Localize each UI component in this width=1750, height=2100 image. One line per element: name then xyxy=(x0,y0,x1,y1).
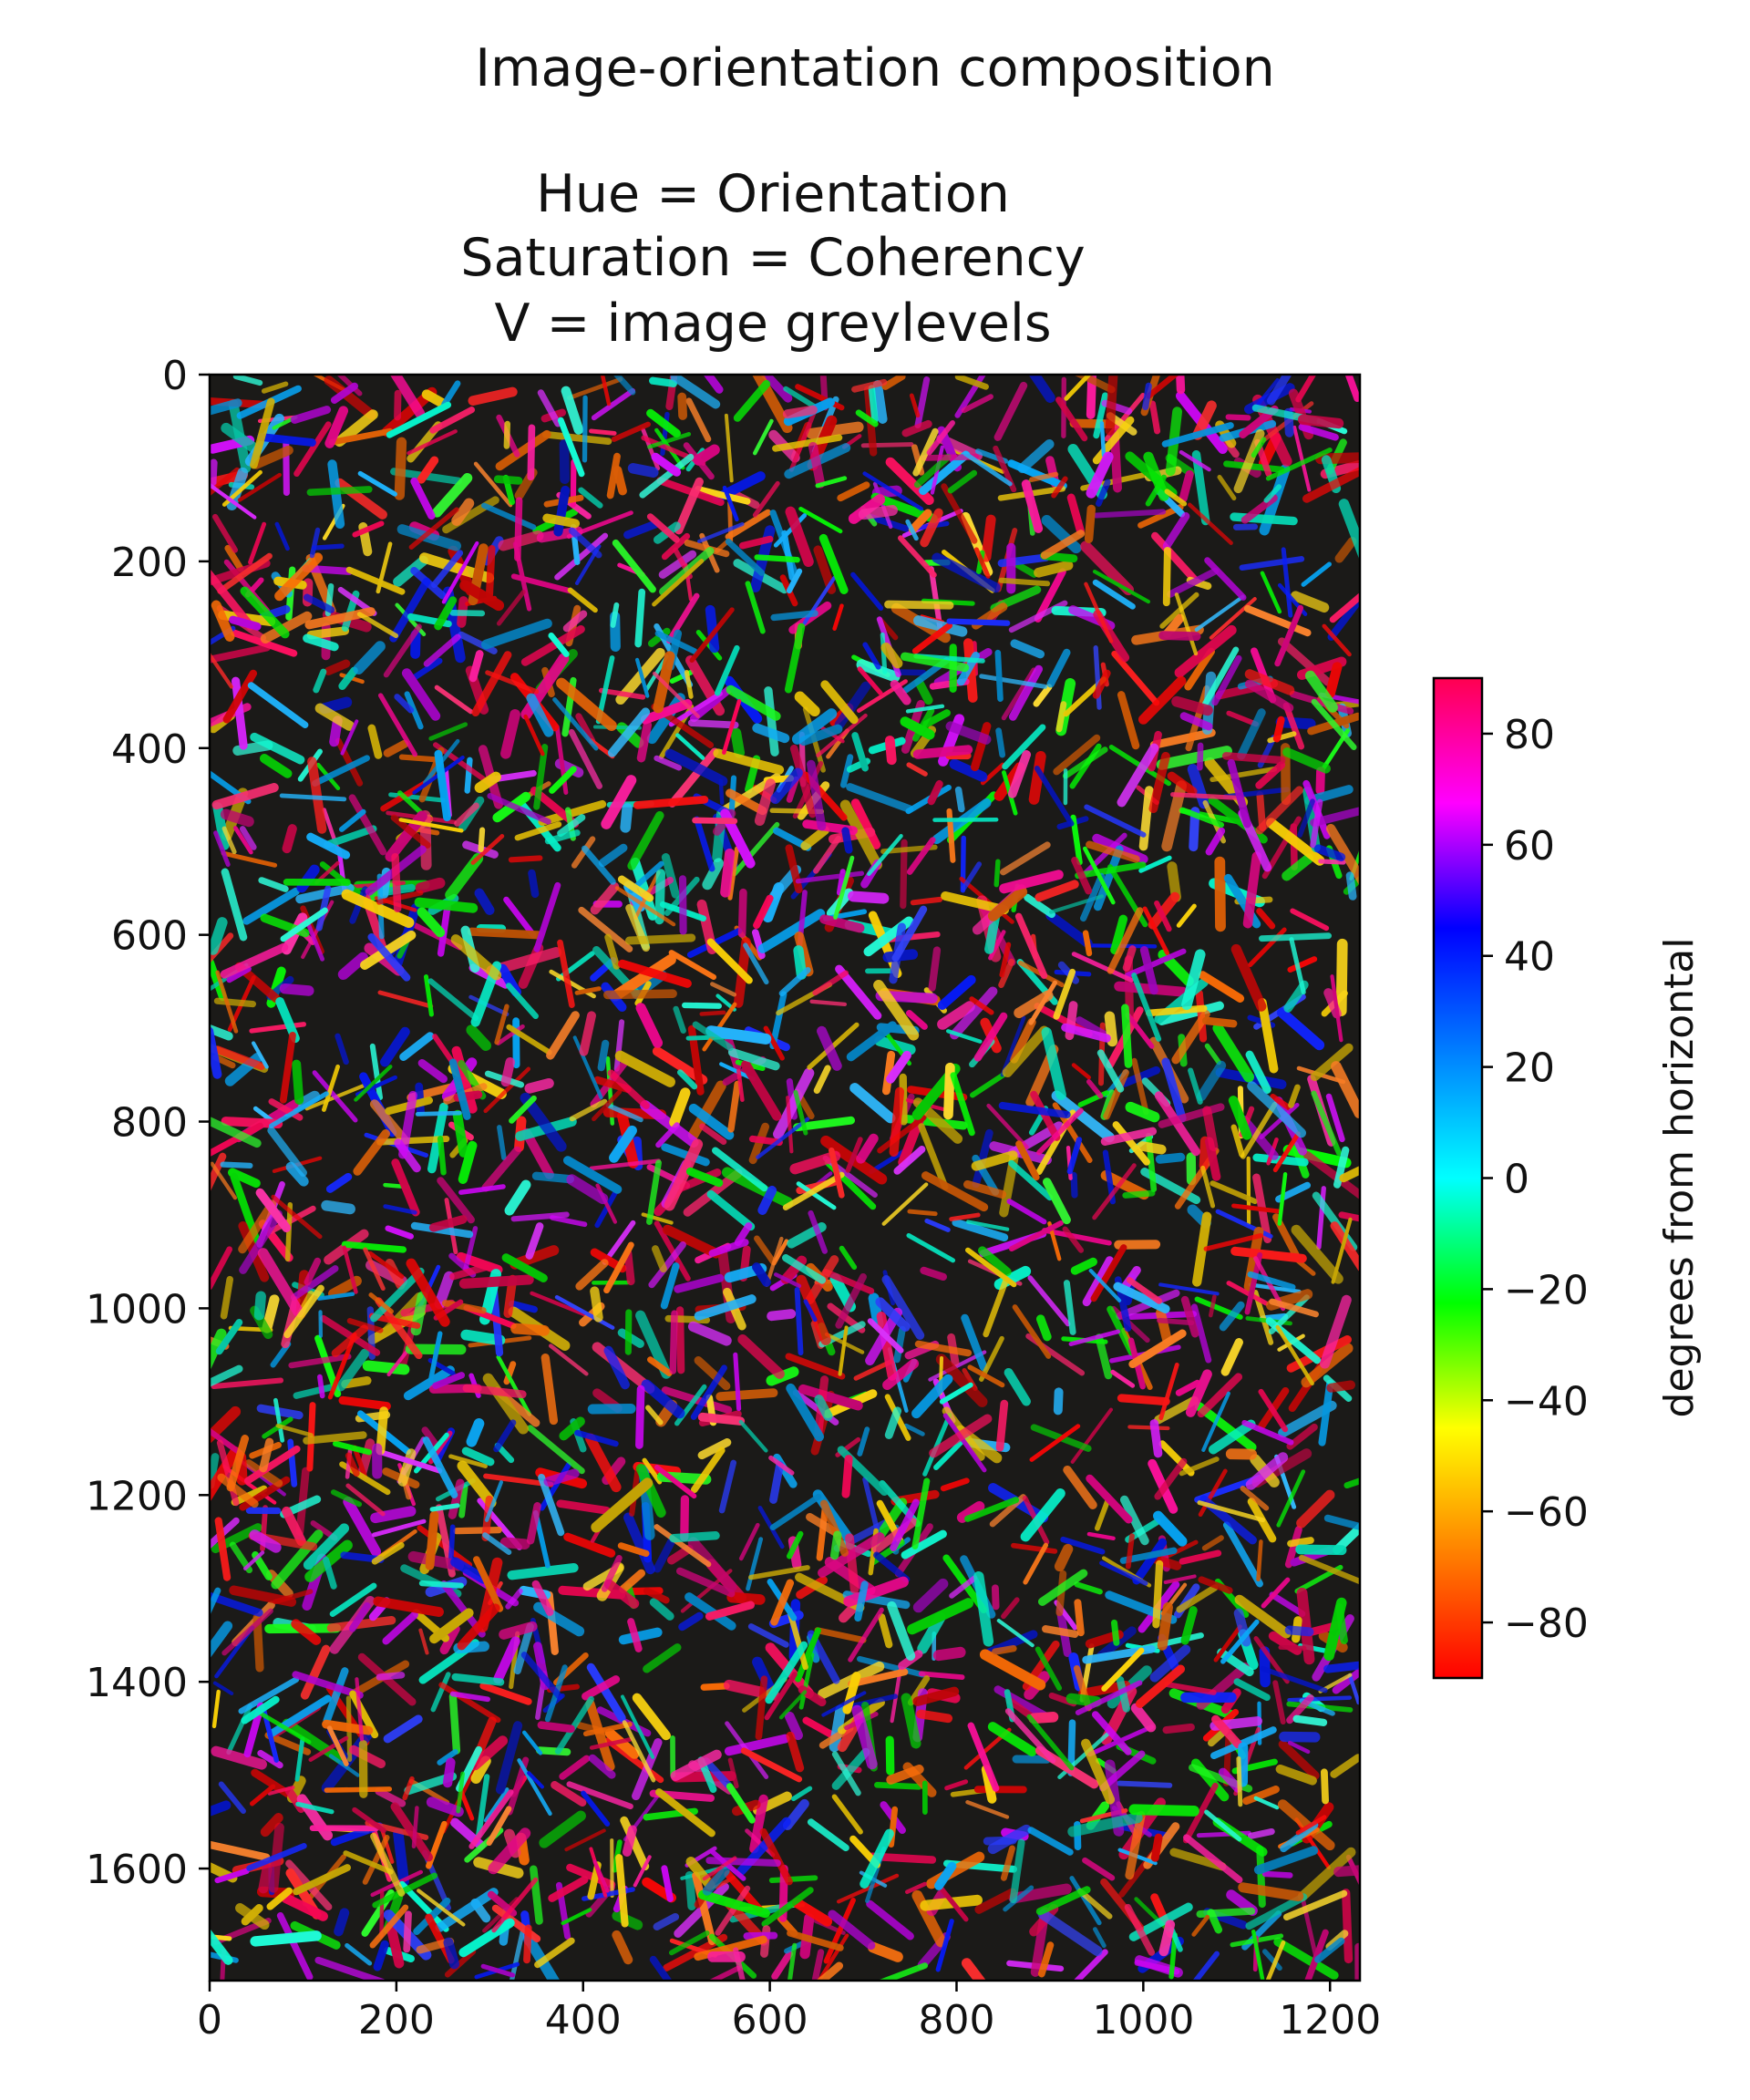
colorbar-gradient xyxy=(1434,678,1482,1678)
chart-title: Image-orientation composition xyxy=(475,38,1275,98)
x-axis: 0 200 400 600 800 1000 1200 xyxy=(197,1981,1381,2043)
chart-subtitle-line-2: Saturation = Coherency xyxy=(460,228,1086,288)
y-tick-label: 1400 xyxy=(86,1660,188,1706)
x-tick-label: 1000 xyxy=(1092,1997,1194,2043)
y-tick-label: 600 xyxy=(111,913,188,960)
y-tick-label: 200 xyxy=(111,540,188,586)
x-tick-label: 600 xyxy=(732,1997,808,2043)
y-tick-label: 1000 xyxy=(86,1286,188,1333)
x-tick-label: 800 xyxy=(918,1997,994,2043)
colorbar-tick-label: 40 xyxy=(1504,934,1555,981)
y-tick-label: 1600 xyxy=(86,1847,188,1893)
colorbar-tick-label: −60 xyxy=(1504,1489,1589,1536)
colorbar-tick-label: 20 xyxy=(1504,1045,1555,1092)
colorbar-tick-label: −40 xyxy=(1504,1378,1589,1425)
x-tick-label: 0 xyxy=(197,1997,222,2043)
orientation-image xyxy=(210,375,1360,1981)
colorbar-tick-label: 60 xyxy=(1504,823,1555,870)
colorbar-label: degrees from horizontal xyxy=(1656,938,1703,1418)
colorbar: 80 60 40 20 0 −20 −40 −60 −80 xyxy=(1432,676,1589,1680)
colorbar-tick-label: −80 xyxy=(1504,1601,1589,1647)
plot-frame xyxy=(208,373,1362,1982)
x-tick-label: 200 xyxy=(358,1997,435,2043)
x-tick-label: 1200 xyxy=(1279,1997,1381,2043)
chart-subtitle-line-3: V = image greylevels xyxy=(494,293,1052,354)
y-tick-label: 800 xyxy=(111,1100,188,1147)
y-tick-label: 0 xyxy=(162,353,188,399)
colorbar-tick-label: 80 xyxy=(1504,712,1555,758)
x-tick-label: 400 xyxy=(545,1997,622,2043)
chart-subtitle-line-1: Hue = Orientation xyxy=(536,164,1010,224)
y-tick-label: 1200 xyxy=(86,1473,188,1519)
colorbar-tick-label: −20 xyxy=(1504,1267,1589,1313)
colorbar-tick-label: 0 xyxy=(1504,1157,1529,1203)
y-axis: 0 200 400 600 800 1000 1200 1400 1600 xyxy=(86,353,210,1893)
y-tick-label: 400 xyxy=(111,726,188,773)
